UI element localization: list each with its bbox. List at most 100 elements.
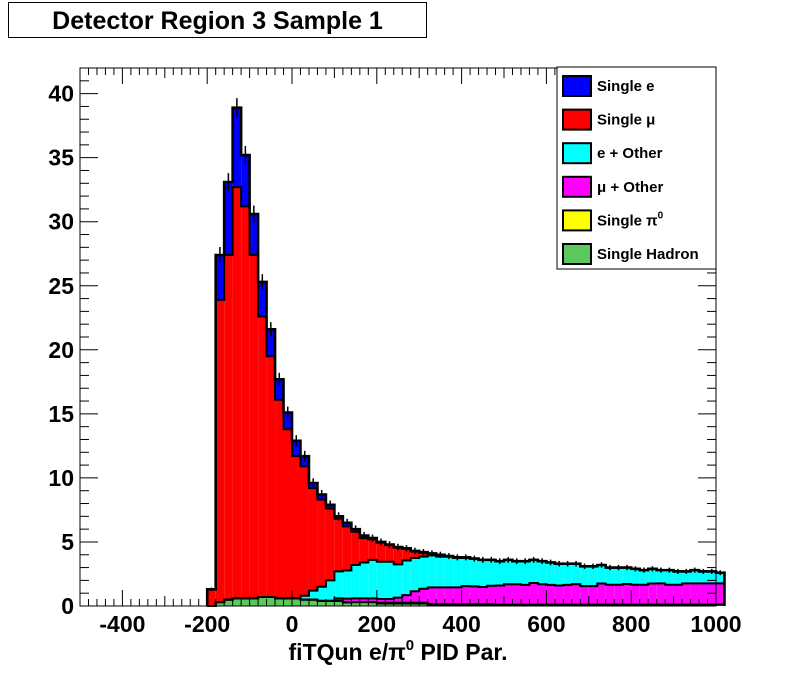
- bar-segment: [385, 598, 394, 603]
- bar-segment: [716, 572, 725, 584]
- bar-segment: [631, 584, 640, 605]
- legend: Single e Single μ e + Other μ + Other Single…: [556, 66, 717, 270]
- bar-segment: [368, 598, 377, 603]
- bar-segment: [258, 281, 267, 317]
- bar-segment: [317, 499, 326, 587]
- bar-segment: [614, 567, 623, 585]
- bar-segment: [470, 558, 479, 587]
- bar-segment: [393, 564, 403, 598]
- bar-segment: [292, 440, 301, 457]
- bar-segment: [283, 412, 292, 430]
- bar-segment: [682, 583, 691, 605]
- bar-segment: [444, 587, 454, 605]
- bar-segment: [453, 557, 462, 588]
- bar-segment: [359, 598, 369, 603]
- bar-segment: [512, 561, 521, 585]
- bar-segment: [453, 587, 462, 605]
- bar-segment: [385, 561, 394, 599]
- legend-swatch: [562, 75, 592, 97]
- bar-segment: [656, 570, 666, 584]
- legend-label: e + Other: [597, 145, 663, 162]
- bar-segment: [359, 562, 369, 599]
- x-tick-label: 200: [358, 611, 396, 637]
- bar-segment: [461, 557, 471, 587]
- bar-segment: [639, 570, 649, 585]
- bar-segment: [342, 570, 352, 599]
- bar-segment: [656, 583, 666, 605]
- bar-segment: [648, 568, 657, 584]
- bar-segment: [716, 583, 725, 605]
- bar-segment: [334, 598, 343, 601]
- bar-segment: [580, 586, 589, 605]
- bar-segment: [385, 545, 394, 562]
- bar-segment: [571, 563, 581, 585]
- bar-segment: [571, 584, 581, 605]
- bar-segment: [266, 597, 276, 606]
- bar-segment: [215, 299, 225, 603]
- y-tick-label: 20: [48, 337, 74, 363]
- bar-segment: [436, 587, 445, 605]
- bar-segment: [275, 379, 284, 400]
- bar-segment: [707, 571, 716, 584]
- bar-segment: [504, 584, 513, 605]
- bar-segment: [487, 585, 496, 605]
- x-tick-label: 800: [612, 611, 650, 637]
- bar-segment: [342, 598, 352, 603]
- stack-outline-2: [207, 581, 726, 607]
- bar-segment: [470, 586, 479, 605]
- bar-segment: [699, 583, 708, 605]
- bar-segment: [690, 570, 700, 584]
- x-tick-label: 600: [527, 611, 565, 637]
- bar-segment: [597, 565, 606, 584]
- legend-label: μ + Other: [597, 179, 663, 196]
- bar-segment: [334, 518, 343, 572]
- bar-segment: [308, 599, 318, 606]
- bar-segment: [639, 584, 649, 605]
- bar-segment: [427, 587, 437, 605]
- bar-segment: [487, 559, 496, 586]
- bar-segment: [529, 582, 538, 605]
- bar-segment: [529, 559, 538, 583]
- bar-segment: [249, 598, 259, 606]
- bar-segment: [402, 560, 411, 596]
- legend-label: Single e: [597, 78, 655, 95]
- bar-segment: [292, 456, 301, 599]
- bar-segment: [232, 187, 242, 599]
- bar-segment: [537, 584, 547, 605]
- bar-segment: [359, 538, 369, 563]
- y-tick-label: 30: [48, 209, 74, 235]
- bar-segment: [215, 602, 225, 606]
- y-tick-label: 5: [61, 529, 74, 555]
- bar-segment: [393, 597, 403, 603]
- bar-segment: [232, 107, 242, 188]
- bar-segment: [665, 584, 674, 605]
- bar-segment: [605, 584, 615, 605]
- bar-segment: [334, 571, 343, 599]
- bar-segment: [224, 255, 233, 600]
- bar-segment: [563, 584, 572, 605]
- bar-segment: [504, 559, 513, 585]
- bar-segment: [682, 571, 691, 584]
- x-axis-title: fiTQun e/π0 PID Par.: [289, 637, 508, 665]
- y-tick-label: 40: [48, 81, 74, 107]
- legend-label: Single μ: [597, 112, 655, 129]
- bar-segment: [300, 595, 309, 600]
- bar-segment: [554, 563, 564, 586]
- bar-segment: [258, 597, 267, 606]
- bar-segment: [554, 585, 564, 605]
- bar-segment: [376, 561, 386, 599]
- bar-segment: [351, 565, 360, 599]
- x-tick-label: 1000: [690, 611, 741, 637]
- bar-segment: [707, 583, 716, 605]
- bar-segment: [699, 571, 708, 584]
- bar-segment: [275, 598, 284, 606]
- bar-segment: [673, 571, 683, 585]
- bar-segment: [351, 602, 360, 606]
- bar-segment: [266, 329, 276, 357]
- y-tick-label: 10: [48, 465, 74, 491]
- legend-swatch: [562, 209, 592, 232]
- bar-segment: [419, 588, 428, 603]
- bar-segment: [266, 356, 276, 598]
- bar-segment: [546, 562, 555, 585]
- bar-segment: [478, 586, 488, 605]
